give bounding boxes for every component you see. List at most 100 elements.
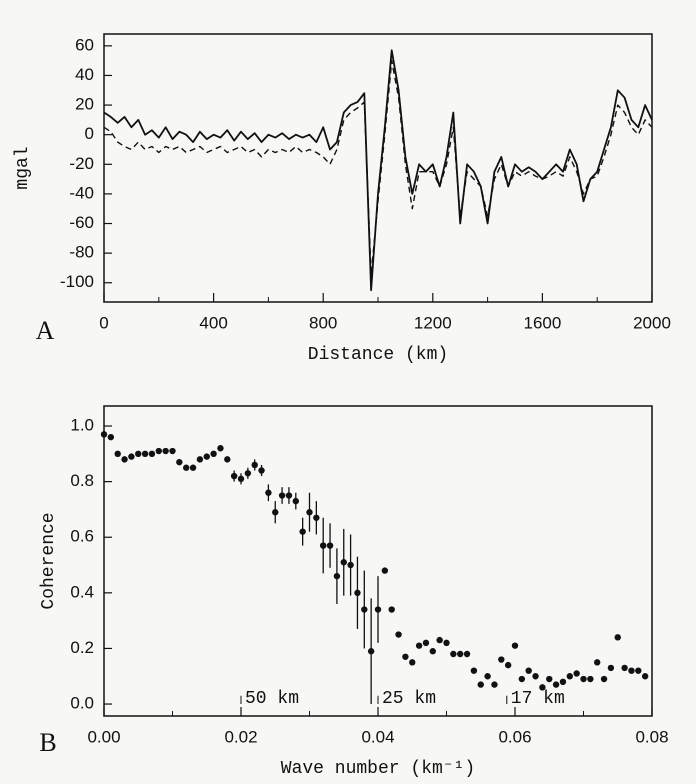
data-point — [135, 450, 142, 458]
data-point — [477, 681, 484, 688]
y-tick-label: 40 — [75, 65, 94, 84]
data-point — [100, 431, 108, 438]
data-point — [504, 661, 512, 669]
data-line — [103, 60, 653, 276]
data-point — [402, 653, 409, 660]
plot-frame — [103, 405, 653, 717]
data-point — [107, 433, 115, 441]
y-tick-label: 60 — [75, 35, 94, 54]
data-point — [463, 650, 471, 658]
y-tick-label: -20 — [69, 154, 94, 173]
plot-frame — [103, 33, 653, 303]
data-point — [415, 642, 423, 649]
data-point — [587, 675, 594, 683]
data-point — [559, 678, 567, 686]
data-point — [498, 656, 505, 663]
x-axis-label: Wave number (km⁻¹) — [281, 759, 475, 779]
data-point — [525, 667, 532, 674]
data-point — [580, 675, 587, 683]
y-tick-label: 1.0 — [70, 416, 94, 435]
data-point — [457, 650, 464, 658]
data-point — [306, 509, 313, 516]
data-point — [429, 648, 436, 655]
data-point — [374, 606, 382, 613]
data-point — [224, 456, 231, 463]
annotation: 25 km — [382, 689, 436, 709]
x-tick-label: 0.06 — [498, 727, 531, 746]
y-tick-label: -40 — [69, 183, 94, 202]
data-point — [594, 659, 601, 666]
data-point — [272, 509, 279, 516]
data-line — [103, 49, 653, 292]
data-point — [635, 667, 642, 674]
x-tick-label: 800 — [309, 313, 337, 332]
y-axis-label: mgal — [13, 146, 33, 189]
data-point — [217, 445, 224, 452]
x-tick-label: 0.02 — [224, 727, 257, 746]
y-tick-label: 20 — [75, 95, 94, 114]
data-point — [278, 492, 286, 499]
y-tick-label: 0.8 — [70, 471, 94, 490]
data-point — [292, 497, 299, 505]
data-point — [381, 567, 389, 574]
x-tick-label: 1200 — [414, 313, 452, 332]
data-point — [169, 447, 176, 455]
data-point — [265, 489, 272, 496]
data-point — [244, 470, 252, 477]
y-tick-label: 0.2 — [70, 638, 94, 657]
data-point — [552, 681, 560, 688]
data-point — [189, 464, 197, 471]
data-point — [614, 634, 621, 641]
data-point — [148, 450, 156, 458]
x-tick-label: 2000 — [633, 313, 671, 332]
y-tick-label: 0.6 — [70, 527, 94, 546]
data-point — [196, 456, 204, 463]
data-point — [395, 631, 402, 638]
y-axis-label: Coherence — [39, 512, 59, 609]
data-point — [162, 447, 169, 455]
data-point — [203, 453, 210, 460]
x-tick-label: 0.00 — [87, 727, 120, 746]
y-tick-label: -60 — [69, 213, 94, 232]
data-point — [299, 528, 306, 535]
y-tick-label: -80 — [69, 243, 94, 262]
data-point — [422, 639, 430, 647]
data-point — [409, 659, 416, 666]
data-point — [320, 542, 327, 549]
data-point — [114, 450, 121, 458]
data-point — [566, 673, 573, 680]
data-point — [237, 475, 245, 483]
data-point — [361, 606, 368, 613]
data-point — [251, 461, 258, 469]
y-tick-label: -100 — [60, 272, 94, 291]
data-point — [258, 467, 265, 474]
data-point — [230, 472, 238, 480]
annotation: 50 km — [245, 689, 299, 709]
data-point — [470, 667, 478, 674]
data-point — [641, 673, 649, 680]
data-point — [573, 670, 580, 677]
data-point — [121, 456, 128, 463]
data-point — [176, 458, 183, 466]
x-tick-label: 0.08 — [635, 727, 668, 746]
data-point — [539, 684, 546, 691]
data-point — [141, 450, 149, 458]
data-point — [285, 492, 293, 499]
x-tick-label: 0 — [99, 313, 108, 332]
panel-label: B — [39, 728, 56, 757]
data-point — [333, 572, 341, 580]
x-tick-label: 0.04 — [361, 727, 394, 746]
data-point — [340, 559, 347, 566]
data-point — [210, 450, 217, 458]
data-point — [128, 453, 135, 460]
data-point — [450, 650, 457, 658]
data-point — [511, 642, 519, 649]
data-point — [155, 447, 162, 455]
data-point — [347, 561, 354, 569]
data-point — [607, 664, 615, 672]
x-tick-label: 400 — [199, 313, 227, 332]
data-point — [484, 673, 491, 680]
panel-label: A — [36, 316, 55, 345]
data-point — [388, 606, 395, 613]
data-point — [628, 667, 635, 674]
